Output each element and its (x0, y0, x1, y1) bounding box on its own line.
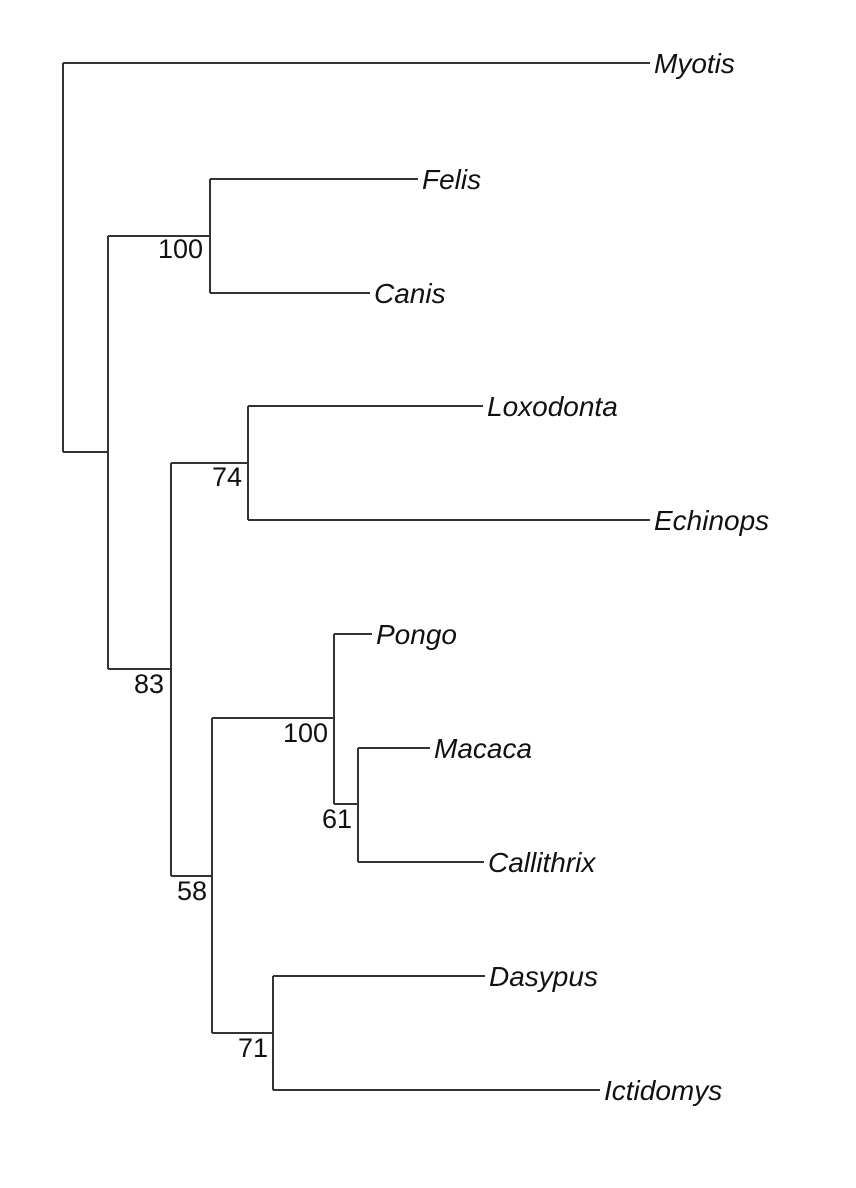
taxon-label-echinops: Echinops (654, 505, 769, 536)
support-label-euarchontoglires: 58 (177, 876, 207, 906)
root-node (62, 62, 650, 453)
support-label-primates: 100 (283, 718, 328, 748)
node-primates (333, 633, 372, 805)
node-ingroup (170, 462, 248, 877)
support-label-macaca-callithrix: 61 (322, 804, 352, 834)
node-macaca-callithrix (357, 747, 484, 863)
support-label-dasypus-ictidomys: 71 (238, 1033, 268, 1063)
taxon-label-pongo: Pongo (376, 619, 457, 650)
taxon-label-myotis: Myotis (654, 48, 735, 79)
taxon-label-callithrix: Callithrix (488, 847, 596, 878)
support-label-ingroup: 83 (134, 669, 164, 699)
node-felis-canis (209, 178, 418, 294)
taxon-label-canis: Canis (374, 278, 446, 309)
taxon-label-felis: Felis (422, 164, 481, 195)
taxon-label-dasypus: Dasypus (489, 961, 598, 992)
node-euarchontoglires (211, 717, 334, 1034)
node-laurasiatheria-split (107, 235, 210, 670)
support-label-felis-canis: 100 (158, 234, 203, 264)
taxon-label-macaca: Macaca (434, 733, 532, 764)
support-label-afrotheria: 74 (212, 462, 242, 492)
taxon-label-loxodonta: Loxodonta (487, 391, 618, 422)
node-afrotheria (247, 405, 650, 521)
taxon-label-ictidomys: Ictidomys (604, 1075, 722, 1106)
node-dasypus-ictidomys (272, 975, 600, 1091)
